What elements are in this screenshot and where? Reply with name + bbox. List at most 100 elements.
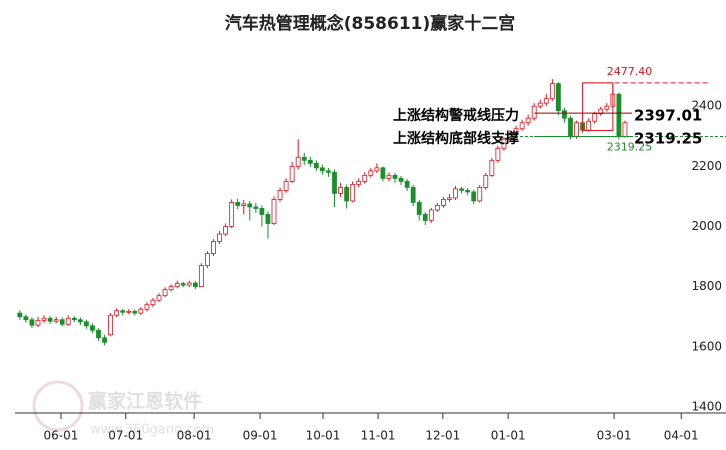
candle-body — [205, 253, 210, 267]
x-tick-label: 07-01 — [108, 429, 143, 443]
candle-body — [568, 117, 573, 137]
candle-body — [132, 310, 138, 314]
x-tick-label: 10-01 — [306, 429, 341, 443]
candle-body — [235, 202, 241, 206]
candle-body — [350, 183, 356, 202]
candle-body — [174, 283, 180, 288]
candle-body — [386, 174, 392, 179]
y-tick-label: 2200 — [691, 159, 722, 173]
candle-body — [459, 188, 464, 191]
candle-body — [120, 310, 126, 313]
candle-body — [441, 199, 446, 206]
level-name: 上涨结构警戒线压力 — [393, 107, 519, 124]
candle-body — [223, 226, 228, 235]
candle-body — [162, 289, 168, 297]
candle-body — [265, 214, 271, 224]
range-box — [582, 82, 614, 131]
candle-body — [150, 299, 156, 306]
y-tick-label: 2400 — [691, 99, 722, 113]
x-tick-label: 09-01 — [243, 429, 278, 443]
candle-body — [501, 138, 507, 149]
candle-body — [537, 102, 543, 107]
candle-body — [289, 165, 295, 182]
candle-body — [338, 186, 343, 194]
candle-body — [543, 98, 549, 104]
candle-body — [186, 282, 192, 286]
candle-body — [489, 159, 495, 176]
candle-body — [398, 177, 404, 182]
candle-body — [531, 105, 537, 119]
x-tick-label: 04-01 — [664, 429, 699, 443]
candle-body — [477, 186, 483, 202]
candle-body — [301, 156, 307, 161]
candle-body — [483, 174, 489, 188]
chart-title: 汽车热管理概念(858611)赢家十二宫 — [225, 13, 516, 34]
x-tick-label: 11-01 — [361, 429, 396, 443]
y-tick-label: 2000 — [691, 219, 722, 233]
candle-body — [277, 190, 283, 200]
candle-body — [65, 317, 71, 325]
candle-body — [362, 174, 368, 182]
candle-body — [410, 186, 416, 203]
candle-body — [23, 316, 29, 321]
candle-body — [198, 265, 204, 288]
high-label: 2477.40 — [607, 65, 653, 78]
candle-body — [326, 170, 331, 173]
candle-body — [380, 167, 386, 179]
candle-body — [592, 113, 598, 122]
candle-body — [114, 310, 120, 316]
candle-body — [616, 93, 622, 137]
candle-body — [35, 319, 41, 326]
candle-body — [192, 282, 198, 288]
candle-body — [241, 203, 247, 206]
candle-body — [126, 310, 132, 313]
y-tick-label: 1400 — [691, 399, 722, 413]
candle-body — [447, 197, 452, 200]
y-tick-label: 1800 — [691, 279, 722, 293]
candle-body — [313, 162, 319, 169]
candle-body — [71, 317, 77, 321]
candle-body — [422, 214, 428, 221]
candle-body — [295, 156, 301, 167]
candle-body — [416, 202, 422, 215]
candle-body — [344, 186, 350, 202]
candle-body — [247, 203, 253, 208]
watermark: 赢家江恩软件 www.360gann.com — [32, 380, 214, 438]
level-name: 上涨结构底部线支撑 — [393, 130, 519, 147]
candle-body — [392, 174, 398, 179]
candle-body — [519, 122, 525, 130]
candle-body — [453, 188, 458, 199]
candle-body — [84, 321, 89, 327]
candle-body — [604, 105, 610, 110]
candle-body — [404, 180, 410, 188]
candle-body — [253, 206, 259, 209]
watermark-url: www.360gann.com — [90, 423, 214, 438]
x-tick-label: 12-01 — [425, 429, 460, 443]
candle-body — [211, 241, 216, 254]
candle-body — [180, 283, 186, 286]
candle-body — [513, 128, 519, 134]
x-tick-label: 01-01 — [491, 429, 526, 443]
x-tick-label: 06-01 — [44, 429, 79, 443]
candle-body — [434, 205, 440, 211]
candle-body — [586, 120, 592, 131]
candle-body — [307, 159, 313, 164]
watermark-name: 赢家江恩软件 — [88, 390, 202, 413]
candle-body — [144, 304, 150, 310]
candle-body — [598, 108, 604, 115]
x-tick-label: 03-01 — [597, 429, 632, 443]
candle-body — [156, 295, 162, 301]
candle-body — [229, 202, 235, 227]
candle-body — [283, 180, 289, 191]
candle-body — [59, 319, 65, 325]
candle-body — [320, 167, 325, 172]
candle-body — [574, 122, 579, 137]
candle-body — [41, 317, 47, 321]
x-tick-label: 08-01 — [177, 429, 212, 443]
candle-body — [17, 312, 23, 318]
level-value: 2397.01 — [634, 107, 702, 125]
candle-body — [217, 233, 222, 242]
watermark-logo — [32, 380, 84, 432]
candle-body — [622, 122, 628, 137]
